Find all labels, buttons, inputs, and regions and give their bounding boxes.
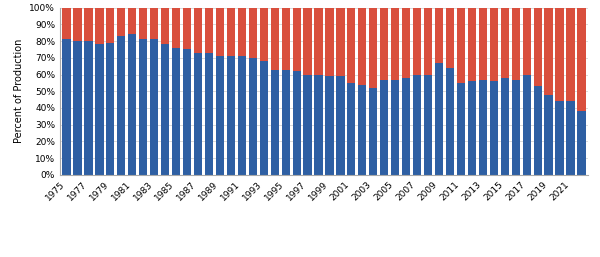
Bar	[468, 81, 476, 175]
Bar	[402, 78, 410, 175]
Bar	[260, 61, 268, 175]
Bar	[337, 8, 344, 76]
Bar	[271, 70, 279, 175]
Bar	[150, 8, 158, 39]
Bar	[183, 49, 191, 175]
Bar	[577, 8, 586, 111]
Bar	[128, 8, 136, 34]
Y-axis label: Percent of Production: Percent of Production	[14, 39, 24, 143]
Bar	[325, 8, 334, 76]
Bar	[227, 8, 235, 56]
Bar	[293, 71, 301, 175]
Bar	[380, 79, 388, 175]
Bar	[248, 8, 257, 58]
Bar	[216, 56, 224, 175]
Bar	[281, 70, 290, 175]
Bar	[556, 101, 563, 175]
Bar	[347, 8, 355, 83]
Bar	[337, 76, 344, 175]
Bar	[139, 8, 148, 39]
Bar	[523, 8, 531, 75]
Bar	[293, 8, 301, 71]
Bar	[73, 41, 82, 175]
Bar	[161, 8, 169, 44]
Bar	[490, 8, 498, 81]
Bar	[85, 8, 92, 41]
Bar	[117, 36, 125, 175]
Bar	[369, 8, 377, 88]
Bar	[260, 8, 268, 61]
Bar	[62, 8, 71, 39]
Bar	[95, 8, 104, 44]
Bar	[391, 79, 400, 175]
Bar	[490, 81, 498, 175]
Bar	[183, 8, 191, 49]
Bar	[479, 8, 487, 79]
Bar	[205, 53, 213, 175]
Bar	[544, 95, 553, 175]
Bar	[314, 75, 323, 175]
Bar	[533, 86, 542, 175]
Bar	[117, 8, 125, 36]
Bar	[95, 44, 104, 175]
Bar	[446, 8, 454, 68]
Bar	[194, 53, 202, 175]
Bar	[358, 8, 367, 85]
Bar	[128, 34, 136, 175]
Bar	[325, 76, 334, 175]
Bar	[314, 8, 323, 75]
Bar	[161, 44, 169, 175]
Bar	[172, 8, 180, 48]
Bar	[544, 8, 553, 95]
Bar	[479, 79, 487, 175]
Bar	[468, 8, 476, 81]
Bar	[533, 8, 542, 86]
Bar	[106, 43, 115, 175]
Bar	[205, 8, 213, 53]
Bar	[566, 101, 575, 175]
Bar	[238, 56, 246, 175]
Bar	[304, 75, 311, 175]
Bar	[512, 79, 520, 175]
Bar	[380, 8, 388, 79]
Bar	[358, 85, 367, 175]
Bar	[424, 75, 432, 175]
Bar	[424, 8, 432, 75]
Bar	[457, 83, 465, 175]
Bar	[577, 111, 586, 175]
Bar	[457, 8, 465, 83]
Bar	[85, 41, 92, 175]
Bar	[347, 83, 355, 175]
Bar	[281, 8, 290, 70]
Bar	[227, 56, 235, 175]
Bar	[500, 8, 509, 78]
Bar	[73, 8, 82, 41]
Bar	[271, 8, 279, 70]
Bar	[172, 48, 180, 175]
Bar	[556, 8, 563, 101]
Bar	[139, 39, 148, 175]
Bar	[238, 8, 246, 56]
Bar	[402, 8, 410, 78]
Bar	[500, 78, 509, 175]
Bar	[248, 58, 257, 175]
Bar	[304, 8, 311, 75]
Bar	[512, 8, 520, 79]
Bar	[194, 8, 202, 53]
Bar	[369, 88, 377, 175]
Bar	[106, 8, 115, 43]
Bar	[413, 75, 421, 175]
Bar	[566, 8, 575, 101]
Bar	[523, 75, 531, 175]
Bar	[216, 8, 224, 56]
Bar	[391, 8, 400, 79]
Bar	[62, 39, 71, 175]
Bar	[435, 8, 443, 63]
Bar	[446, 68, 454, 175]
Bar	[413, 8, 421, 75]
Bar	[435, 63, 443, 175]
Bar	[150, 39, 158, 175]
